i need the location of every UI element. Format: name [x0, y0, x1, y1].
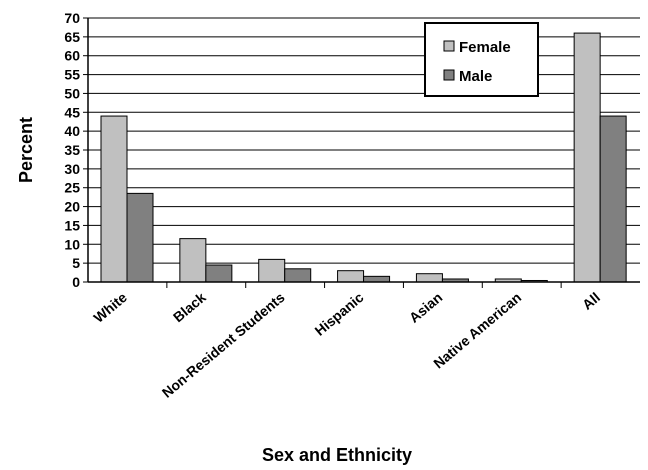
y-axis-title: Percent — [16, 117, 36, 183]
legend-swatch-female — [443, 40, 455, 52]
bar-male — [126, 192, 154, 283]
bar-male — [363, 275, 391, 283]
legend-label-male: Male — [459, 68, 492, 85]
y-tick-label: 55 — [64, 67, 80, 83]
y-tick-label: 20 — [64, 199, 80, 215]
y-tick-label: 30 — [64, 161, 80, 177]
y-tick-label: 35 — [64, 142, 80, 158]
gridlines — [83, 17, 640, 283]
y-tick-label: 70 — [64, 10, 80, 26]
y-tick-label: 25 — [64, 180, 80, 196]
legend-swatch-male — [443, 69, 455, 81]
y-tick-label: 65 — [64, 29, 80, 45]
y-tick-label: 5 — [72, 255, 80, 271]
x-category-label: Asian — [406, 289, 445, 326]
x-category-label: All — [579, 289, 603, 313]
bar-female — [179, 238, 207, 283]
y-tick-label: 15 — [64, 217, 80, 233]
y-tick-labels: 0 5 10 15 20 25 30 35 40 45 50 55 60 65 70 — [64, 10, 80, 290]
y-tick-label: 60 — [64, 48, 80, 64]
legend: Female Male — [424, 22, 539, 97]
legend-label-female: Female — [459, 39, 511, 56]
x-category-label: Hispanic — [312, 289, 367, 339]
bar-female — [415, 273, 443, 283]
y-tick-label: 10 — [64, 236, 80, 252]
bar-female — [100, 115, 128, 283]
bar-female — [258, 258, 286, 283]
y-tick-label: 50 — [64, 85, 80, 101]
x-category-label: Black — [170, 289, 209, 325]
axes — [87, 18, 640, 288]
bar-female — [337, 270, 365, 283]
x-category-label: White — [90, 289, 130, 326]
x-axis-title: Sex and Ethnicity — [262, 445, 412, 465]
bar-male — [284, 268, 312, 283]
bars — [100, 32, 627, 283]
legend-box — [424, 22, 539, 97]
y-tick-label: 45 — [64, 104, 80, 120]
bar-male — [599, 115, 627, 283]
bar-female — [573, 32, 601, 283]
y-tick-label: 0 — [72, 274, 80, 290]
bar-male — [205, 264, 233, 283]
y-tick-label: 40 — [64, 123, 80, 139]
